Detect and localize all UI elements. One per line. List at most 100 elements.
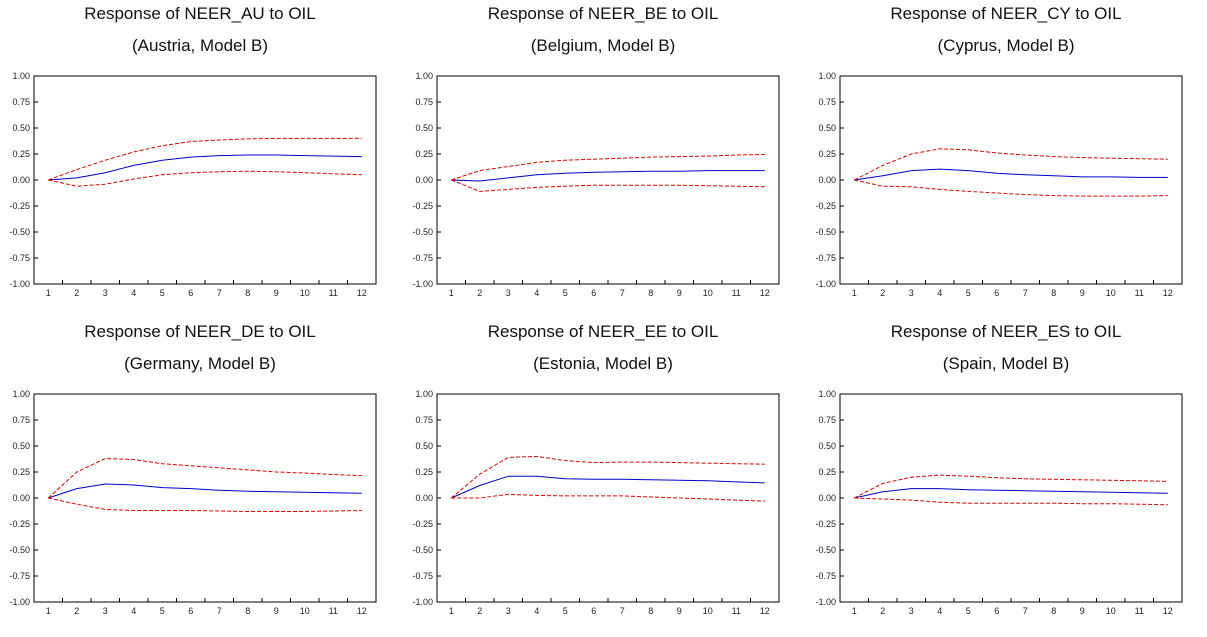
x-tick-label: 1 (46, 288, 51, 298)
y-tick-label: 1.00 (818, 389, 836, 399)
chart-subtitle: (Belgium, Model B) (530, 36, 676, 55)
x-tick-label: 9 (677, 606, 682, 616)
lower-band-line (451, 493, 765, 502)
y-tick-label: -0.75 (815, 253, 836, 263)
chart-title: Response of NEER_BE to OIL (487, 4, 719, 23)
y-tick-label: -0.25 (412, 519, 433, 529)
x-tick-label: 5 (563, 606, 568, 616)
x-tick-label: 12 (760, 606, 770, 616)
x-tick-label: 2 (477, 606, 482, 616)
x-tick-label: 7 (1023, 288, 1028, 298)
lower-band-line (854, 179, 1168, 197)
x-tick-label: 4 (131, 606, 136, 616)
x-tick-label: 6 (188, 288, 193, 298)
y-tick-label: 0.75 (415, 97, 433, 107)
y-tick-label: 1.00 (12, 71, 30, 81)
chart-panel-5: Response of NEER_EE to OIL (Estonia, Mode… (403, 318, 803, 636)
chart-title: Response of NEER_DE to OIL (84, 322, 316, 341)
x-tick-label: 9 (274, 606, 279, 616)
y-tick-label: 0.50 (818, 123, 836, 133)
x-tick-label: 9 (274, 288, 279, 298)
chart-title: Response of NEER_EE to OIL (487, 322, 719, 341)
y-tick-label: 0.00 (12, 493, 30, 503)
x-tick-label: 4 (534, 606, 539, 616)
x-tick-label: 3 (506, 606, 511, 616)
y-tick-label: 1.00 (415, 71, 433, 81)
chart-panel-4: Response of NEER_DE to OIL (Germany, Mode… (0, 318, 400, 636)
y-tick-label: -1.00 (412, 597, 433, 607)
x-tick-label: 4 (937, 288, 942, 298)
x-tick-label: 10 (703, 288, 713, 298)
x-tick-label: 5 (563, 288, 568, 298)
chart-subtitle: (Germany, Model B) (124, 354, 276, 373)
y-tick-label: 0.00 (12, 175, 30, 185)
y-tick-label: -1.00 (412, 279, 433, 289)
lower-band-line (48, 170, 362, 187)
plot-frame (33, 393, 377, 603)
y-tick-label: 0.00 (818, 493, 836, 503)
y-tick-label: 0.25 (12, 467, 30, 477)
y-tick-label: -1.00 (9, 279, 30, 289)
response-line (451, 475, 765, 499)
y-tick-label: -0.75 (815, 571, 836, 581)
x-tick-label: 1 (449, 606, 454, 616)
upper-band-line (48, 137, 362, 181)
y-tick-label: -0.25 (815, 519, 836, 529)
y-tick-label: 0.75 (818, 97, 836, 107)
x-tick-label: 7 (620, 288, 625, 298)
lower-band-line (854, 497, 1168, 506)
y-tick-label: -0.50 (412, 545, 433, 555)
x-tick-label: 5 (966, 606, 971, 616)
y-tick-label: 1.00 (415, 389, 433, 399)
x-tick-label: 9 (1080, 606, 1085, 616)
x-tick-label: 1 (46, 606, 51, 616)
response-line (854, 168, 1168, 181)
x-tick-label: 4 (534, 288, 539, 298)
x-tick-label: 6 (591, 288, 596, 298)
y-tick-label: 0.50 (818, 441, 836, 451)
y-tick-label: 1.00 (12, 389, 30, 399)
x-tick-label: 1 (449, 288, 454, 298)
x-tick-label: 3 (103, 288, 108, 298)
y-tick-label: 0.75 (818, 415, 836, 425)
y-tick-label: -0.25 (412, 201, 433, 211)
x-tick-label: 11 (1135, 606, 1144, 616)
plot-frame (33, 75, 377, 285)
chart-subtitle: (Spain, Model B) (942, 354, 1070, 373)
plot-frame (436, 393, 780, 603)
y-tick-label: -0.75 (9, 253, 30, 263)
x-tick-label: 2 (74, 288, 79, 298)
x-tick-label: 12 (760, 288, 770, 298)
upper-band-line (854, 474, 1168, 499)
y-tick-label: -0.25 (9, 201, 30, 211)
x-tick-label: 10 (300, 288, 310, 298)
x-tick-label: 4 (131, 288, 136, 298)
response-line (48, 483, 362, 499)
x-tick-label: 2 (74, 606, 79, 616)
chart-title: Response of NEER_AU to OIL (84, 4, 316, 23)
upper-band-line (854, 148, 1168, 181)
x-tick-label: 8 (245, 288, 250, 298)
x-tick-label: 6 (994, 606, 999, 616)
response-line (854, 488, 1168, 499)
line-chart: 1.00 0.75 0.50 0.25 0.00 -0.25 -0.50 -0.75 -1.00… (815, 71, 1183, 298)
x-tick-label: 3 (506, 288, 511, 298)
x-tick-label: 12 (1163, 288, 1173, 298)
y-tick-label: -0.50 (9, 227, 30, 237)
x-tick-label: 12 (357, 288, 367, 298)
x-tick-label: 4 (937, 606, 942, 616)
y-tick-label: -0.75 (412, 253, 433, 263)
y-tick-label: 0.50 (415, 441, 433, 451)
y-tick-label: -0.50 (9, 545, 30, 555)
x-tick-label: 11 (1135, 288, 1144, 298)
x-tick-label: 2 (880, 606, 885, 616)
x-tick-label: 11 (329, 606, 338, 616)
x-tick-label: 7 (620, 606, 625, 616)
x-tick-label: 10 (703, 606, 713, 616)
x-tick-label: 8 (1051, 606, 1056, 616)
x-tick-label: 10 (1106, 606, 1116, 616)
chart-panel-1: Response of NEER_AU to OIL (Austria, Mode… (0, 0, 400, 318)
x-tick-label: 8 (1051, 288, 1056, 298)
y-tick-label: -0.25 (9, 519, 30, 529)
